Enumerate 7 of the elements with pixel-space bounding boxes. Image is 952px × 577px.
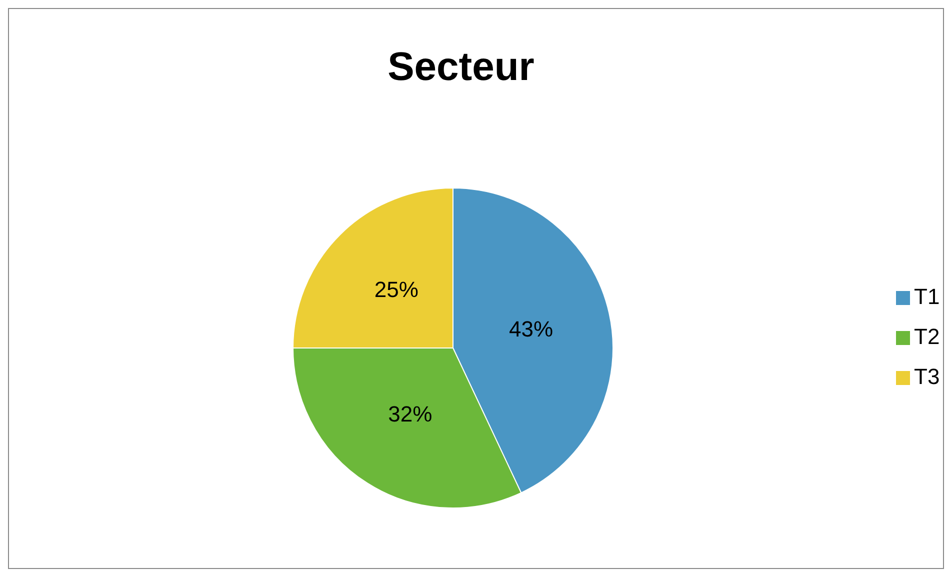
data-label: 25% (374, 277, 418, 302)
legend-label: T3 (914, 364, 940, 389)
legend-label: T2 (914, 324, 940, 349)
chart-title: Secteur (388, 45, 534, 89)
data-label: 43% (509, 316, 554, 342)
data-label: 32% (388, 401, 432, 426)
legend-label: T1 (914, 284, 940, 309)
